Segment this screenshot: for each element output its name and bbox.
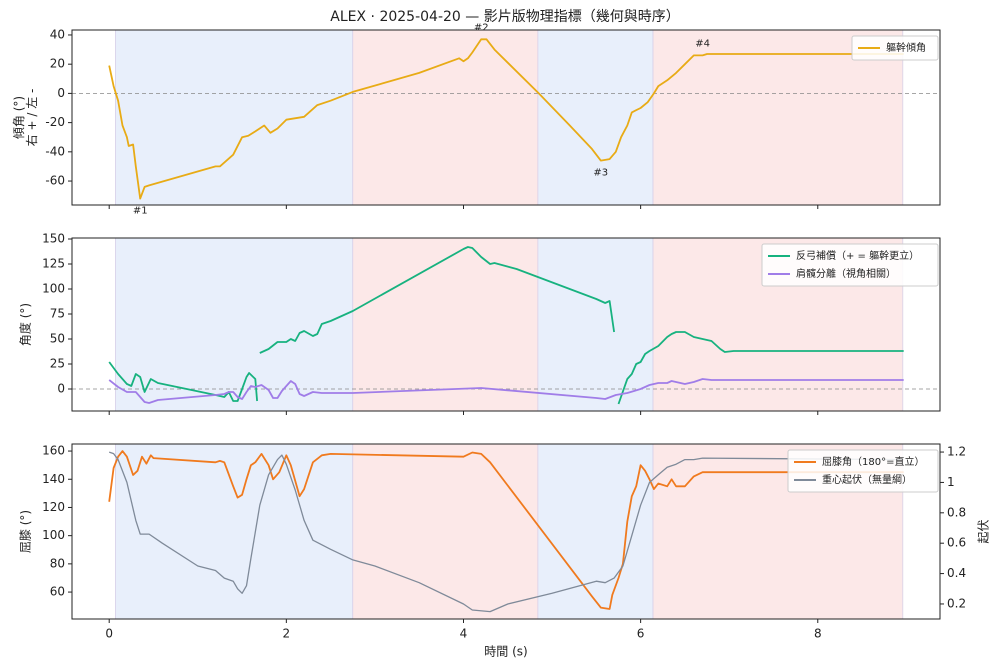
x-tick-label: 8 [814, 627, 822, 641]
series-line [108, 378, 904, 404]
legend-label: 重心起伏（無量綱） [822, 473, 912, 486]
annotation: #4 [695, 38, 710, 49]
y-axis-label: 屈膝 (°) [19, 510, 33, 553]
y-axis-label: 傾角 (°) [12, 96, 26, 139]
legend-box [787, 449, 939, 493]
phase-span [115, 443, 354, 620]
y-tick-label: -60 [45, 174, 65, 188]
series-line [108, 38, 904, 200]
y2-tick-label: 0.4 [947, 566, 966, 580]
y-tick-label: 125 [42, 257, 65, 271]
phase-span [115, 237, 354, 412]
y2-tick-label: 1 [947, 475, 955, 489]
plot-frame [71, 443, 941, 620]
y-axis-label: 右 + / 左 - [24, 89, 39, 147]
figure-title: ALEX · 2025-04-20 — 影片版物理指標（幾何與時序） [330, 9, 679, 25]
phase-span [537, 443, 654, 620]
y-tick-label: 0 [57, 382, 65, 396]
y-tick-label: 160 [42, 444, 65, 458]
annotation: #3 [593, 168, 608, 179]
y-tick-label: -20 [45, 115, 65, 129]
phase-span [537, 237, 654, 412]
legend: 屈膝角（180°=直立） 重心起伏（無量綱） [787, 449, 939, 493]
x-tick-label: 4 [460, 627, 468, 641]
legend-label: 反弓補償（+ = 軀幹更立） [796, 249, 919, 262]
series-line [108, 451, 904, 613]
y-tick-label: 50 [50, 332, 65, 346]
phase-span [537, 29, 654, 206]
y-tick-label: 100 [42, 282, 65, 296]
annotation: #2 [474, 22, 489, 33]
legend: 軀幹傾角 [851, 35, 939, 61]
y2-tick-label: 0.8 [947, 505, 966, 519]
y-tick-label: 120 [42, 500, 65, 514]
y-tick-label: 0 [57, 86, 65, 100]
legend-box [761, 243, 939, 287]
y-tick-label: 60 [50, 585, 65, 599]
y-tick-label: 40 [50, 27, 65, 41]
phase-span [352, 29, 539, 206]
y-tick-label: 100 [42, 528, 65, 542]
phase-span [352, 443, 539, 620]
plot-frame [71, 237, 941, 412]
y-tick-label: 20 [50, 57, 65, 71]
y2-tick-label: 0.6 [947, 536, 966, 550]
y2-tick-label: 1.2 [947, 445, 966, 459]
series-line [108, 450, 904, 610]
y-axis-label: 角度 (°) [18, 303, 33, 346]
y-tick-label: 140 [42, 472, 65, 486]
y-tick-label: 25 [50, 357, 65, 371]
phase-span [352, 237, 539, 412]
annotation: #1 [133, 206, 148, 217]
legend: 反弓補償（+ = 軀幹更立） 肩髖分離（視角相關） [761, 243, 939, 287]
legend-label: 肩髖分離（視角相關） [796, 267, 896, 280]
legend-label: 屈膝角（180°=直立） [822, 455, 924, 468]
y-tick-label: 80 [50, 556, 65, 570]
x-axis-label: 時間 (s) [484, 645, 527, 659]
x-tick-label: 6 [637, 627, 645, 641]
y-tick-label: 150 [42, 232, 65, 246]
x-tick-label: 2 [283, 627, 291, 641]
y-tick-label: 75 [50, 307, 65, 321]
y-tick-label: -40 [45, 144, 65, 158]
plot-frame [71, 29, 941, 206]
y2-axis-label: 起伏 [977, 519, 991, 543]
x-tick-label: 0 [105, 627, 113, 641]
phase-span [115, 29, 354, 206]
y2-tick-label: 0.2 [947, 596, 966, 610]
legend-box [851, 35, 939, 61]
legend-label: 軀幹傾角 [886, 41, 926, 54]
